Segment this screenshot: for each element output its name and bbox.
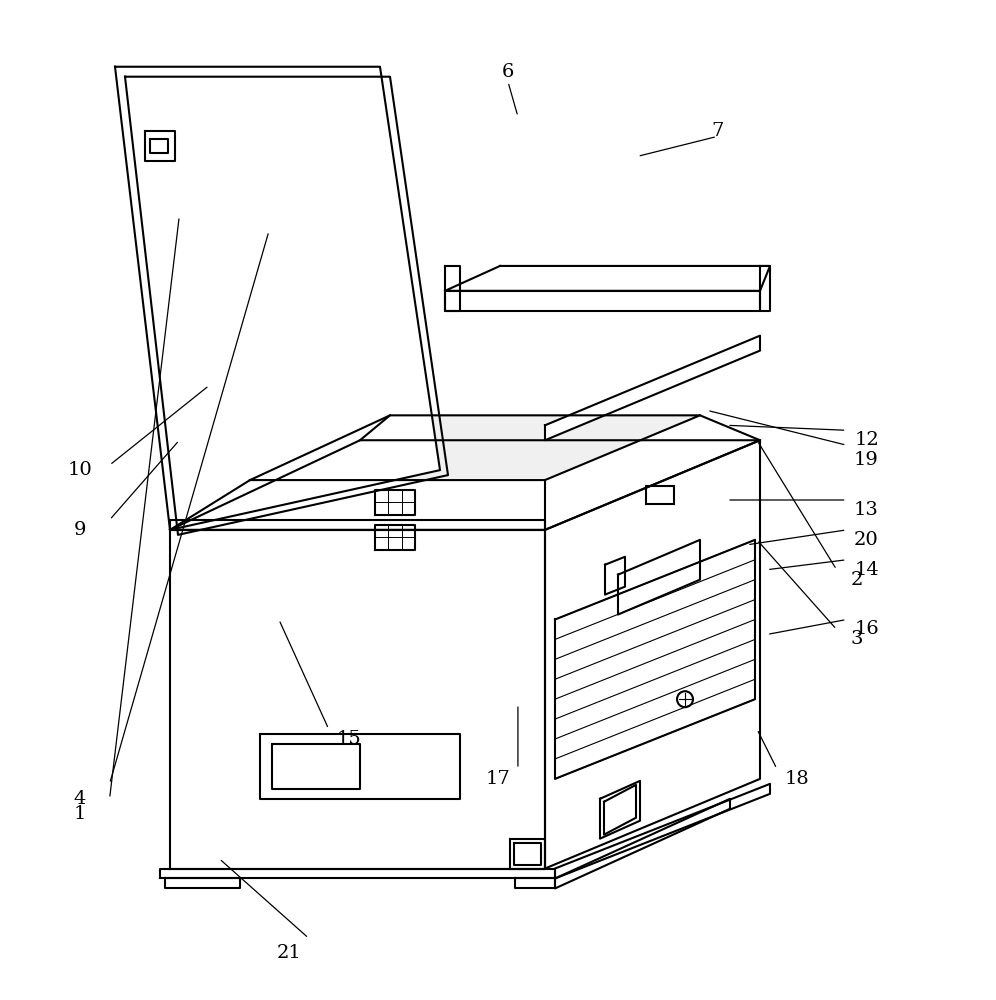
Text: 7: 7 [711, 122, 723, 140]
Text: 9: 9 [74, 521, 86, 539]
Text: 21: 21 [277, 944, 301, 962]
Text: 18: 18 [785, 770, 809, 788]
Text: 12: 12 [855, 431, 878, 449]
Text: 17: 17 [486, 770, 510, 788]
Text: 3: 3 [851, 630, 863, 648]
Polygon shape [260, 734, 460, 799]
Text: 20: 20 [855, 531, 878, 549]
Polygon shape [115, 67, 440, 530]
Polygon shape [545, 440, 760, 869]
Text: 1: 1 [74, 805, 86, 823]
Polygon shape [605, 557, 625, 595]
Text: 2: 2 [851, 571, 863, 589]
Text: 19: 19 [855, 451, 878, 469]
Bar [646, 486, 674, 504]
Text: 15: 15 [337, 730, 361, 748]
Text: 6: 6 [502, 63, 514, 81]
Text: 13: 13 [855, 501, 878, 519]
Text: 14: 14 [855, 561, 878, 579]
Polygon shape [445, 291, 760, 311]
Polygon shape [170, 520, 545, 530]
Text: 16: 16 [855, 620, 878, 638]
Text: 4: 4 [74, 790, 86, 808]
Polygon shape [170, 440, 760, 530]
Polygon shape [618, 540, 700, 615]
Text: 10: 10 [68, 461, 92, 479]
Polygon shape [250, 415, 700, 480]
Polygon shape [545, 336, 760, 440]
Polygon shape [170, 530, 545, 869]
